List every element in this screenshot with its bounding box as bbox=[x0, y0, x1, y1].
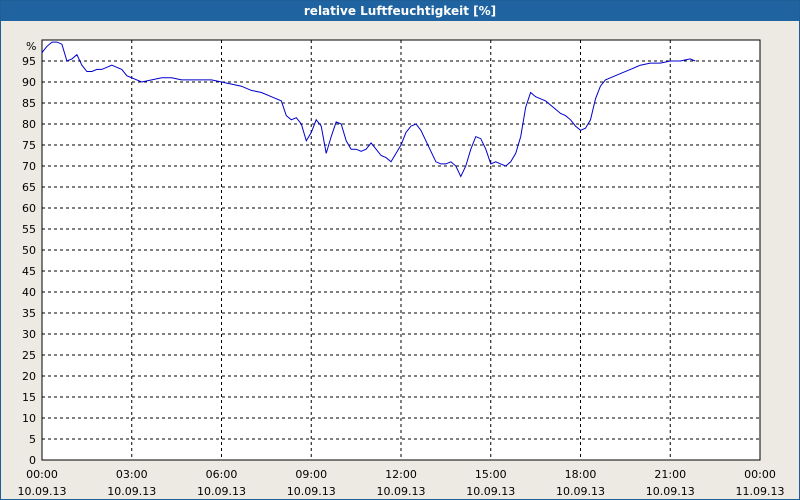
y-tick-label: 70 bbox=[22, 160, 36, 173]
y-tick-label: 15 bbox=[22, 391, 36, 404]
x-tick-time-label: 09:00 bbox=[295, 468, 327, 481]
y-tick-label: 10 bbox=[22, 412, 36, 425]
y-tick-label: 5 bbox=[29, 433, 36, 446]
x-tick-time-label: 06:00 bbox=[206, 468, 238, 481]
x-tick-date-label: 10.09.13 bbox=[287, 485, 336, 498]
x-tick-date-label: 10.09.13 bbox=[646, 485, 695, 498]
x-tick-date-label: 10.09.13 bbox=[556, 485, 605, 498]
y-tick-label: 75 bbox=[22, 139, 36, 152]
humidity-series-line bbox=[41, 41, 696, 178]
chart-title: relative Luftfeuchtigkeit [%] bbox=[1, 1, 799, 21]
y-tick-label: 35 bbox=[22, 307, 36, 320]
x-axis: 00:00 10.09.13 03:00 10.09.13 06:00 10.09.13 0… bbox=[18, 468, 785, 498]
x-tick-date-label: 10.09.13 bbox=[18, 485, 67, 498]
x-tick-time-label: 12:00 bbox=[385, 468, 417, 481]
y-tick-label: 25 bbox=[22, 349, 36, 362]
y-tick-label: 45 bbox=[22, 265, 36, 278]
y-axis: % 0 5 10 15 20 25 30 35 40 45 50 55 60 65 70 75 80 85 90 95 bbox=[22, 40, 36, 467]
y-tick-label: 90 bbox=[22, 76, 36, 89]
y-tick-label: 40 bbox=[22, 286, 36, 299]
x-tick-time-label: 00:00 bbox=[26, 468, 58, 481]
y-tick-label: 85 bbox=[22, 97, 36, 110]
y-axis-unit-label: % bbox=[26, 40, 36, 53]
y-tick-label: 0 bbox=[29, 454, 36, 467]
x-tick-date-label: 10.09.13 bbox=[377, 485, 426, 498]
x-tick-date-label: 10.09.13 bbox=[197, 485, 246, 498]
grid bbox=[42, 40, 760, 460]
x-tick-date-label: 11.09.13 bbox=[736, 485, 785, 498]
x-tick-date-label: 10.09.13 bbox=[107, 485, 156, 498]
y-tick-label: 80 bbox=[22, 118, 36, 131]
x-tick-time-label: 15:00 bbox=[475, 468, 507, 481]
x-tick-date-label: 10.09.13 bbox=[466, 485, 515, 498]
y-tick-label: 55 bbox=[22, 223, 36, 236]
y-tick-label: 20 bbox=[22, 370, 36, 383]
y-tick-label: 50 bbox=[22, 244, 36, 257]
x-tick-time-label: 03:00 bbox=[116, 468, 148, 481]
y-tick-label: 60 bbox=[22, 202, 36, 215]
y-tick-label: 30 bbox=[22, 328, 36, 341]
series bbox=[41, 41, 696, 178]
x-tick-time-label: 00:00 bbox=[744, 468, 776, 481]
y-tick-label: 65 bbox=[22, 181, 36, 194]
x-tick-time-label: 21:00 bbox=[654, 468, 686, 481]
y-tick-label: 95 bbox=[22, 55, 36, 68]
x-tick-time-label: 18:00 bbox=[565, 468, 597, 481]
